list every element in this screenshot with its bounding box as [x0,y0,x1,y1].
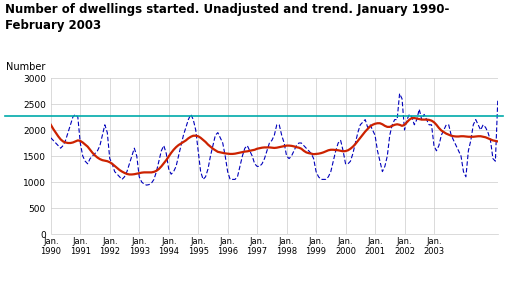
Text: Number of dwellings started. Unadjusted and trend. January 1990-
February 2003: Number of dwellings started. Unadjusted … [5,3,450,32]
Number of dwellings, trend [48,123,54,127]
Number of dwellings, unadjusted [242,146,248,150]
Number of dwellings, trend [495,140,501,143]
Legend: Number of dwellings, unadjusted, Number of dwellings, trend: Number of dwellings, unadjusted, Number … [100,298,449,300]
Number of dwellings, trend [50,127,56,131]
Number of dwellings, unadjusted [495,97,501,101]
Number of dwellings, trend [107,160,113,164]
Number of dwellings, unadjusted [276,123,282,127]
Number of dwellings, unadjusted [48,136,54,140]
Number of dwellings, unadjusted [190,118,196,122]
Number of dwellings, trend [126,173,133,176]
Number of dwellings, unadjusted [50,139,56,142]
Text: Number: Number [6,62,46,72]
Number of dwellings, trend [116,168,122,172]
Line: Number of dwellings, trend: Number of dwellings, trend [51,118,498,175]
Number of dwellings, trend [242,150,248,153]
Number of dwellings, unadjusted [107,157,113,160]
Number of dwellings, trend [276,146,282,149]
Number of dwellings, trend [409,116,415,120]
Number of dwellings, unadjusted [144,183,150,187]
Number of dwellings, unadjusted [397,92,403,95]
Number of dwellings, trend [190,134,196,137]
Number of dwellings, unadjusted [116,175,122,178]
Line: Number of dwellings, unadjusted: Number of dwellings, unadjusted [51,94,498,185]
